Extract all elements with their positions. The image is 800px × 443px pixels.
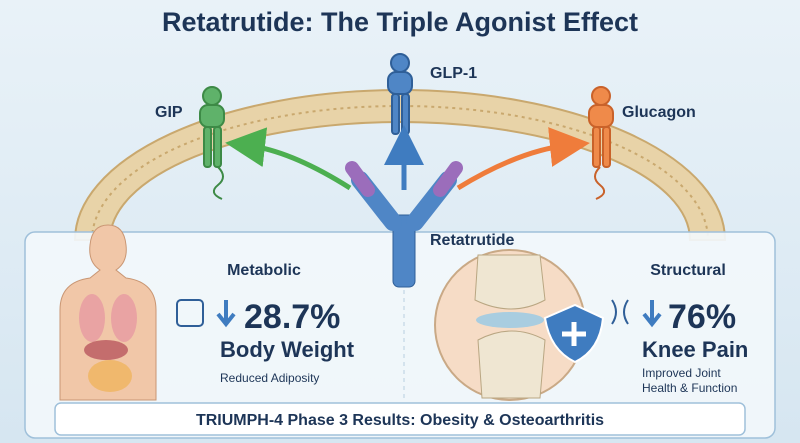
down-arrow — [642, 300, 662, 328]
stat-value: 28.7% — [244, 298, 340, 336]
joint-icon — [611, 299, 629, 325]
knee-illustration — [434, 249, 605, 401]
title: Retatrutide: The Triple Agonist Effect — [162, 7, 638, 37]
gip-receptor — [199, 86, 225, 200]
drug-label: Retatrutide — [430, 232, 515, 249]
footer-box — [54, 402, 746, 436]
note: Health & Function — [642, 381, 737, 395]
stat-label: Body Weight — [220, 337, 355, 362]
body-illustration — [59, 224, 157, 401]
receptor-label: GLP-1 — [430, 65, 477, 82]
note: Reduced Adiposity — [220, 371, 319, 385]
stat-value: 76% — [668, 298, 736, 336]
receptor-label: GIP — [155, 104, 183, 121]
stat-label: Knee Pain — [642, 337, 748, 362]
glucagon-receptor — [588, 86, 614, 200]
arrow — [456, 127, 590, 191]
arrow — [225, 127, 352, 191]
note: Improved Joint — [642, 366, 721, 380]
glp1-receptor — [387, 53, 413, 135]
membrane-inner — [91, 105, 709, 241]
receptor-label: Glucagon — [622, 104, 696, 121]
antibody — [345, 161, 463, 288]
scale-icon — [176, 299, 204, 327]
panel-heading: Metabolic — [227, 262, 301, 279]
footer: TRIUMPH-4 Phase 3 Results: Obesity & Ost… — [196, 412, 604, 429]
down-arrow — [216, 300, 236, 328]
panel-heading: Structural — [650, 262, 726, 279]
